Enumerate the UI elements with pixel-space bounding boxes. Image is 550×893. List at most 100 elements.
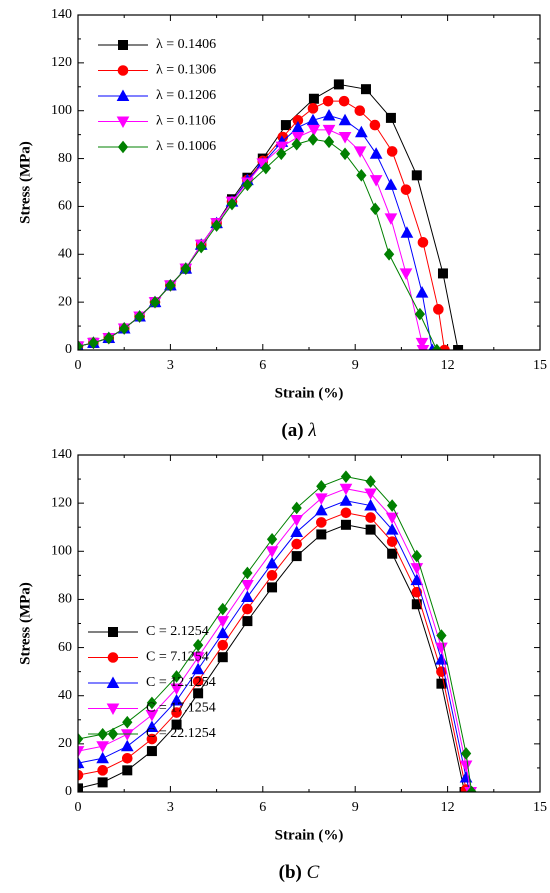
legend-marker (118, 40, 128, 50)
marker (192, 638, 204, 652)
marker (280, 120, 291, 131)
marker (355, 125, 368, 138)
marker (415, 337, 429, 350)
y-tick-label: 20 (58, 736, 72, 751)
marker (97, 765, 108, 776)
marker (385, 523, 399, 535)
x-tick-label: 0 (75, 800, 82, 815)
x-tick-label: 9 (352, 800, 359, 815)
chart: 0 3 6 9 12 15 0 20 40 60 80 100 120 140 Strain (%) Stre… (17, 7, 547, 441)
marker (171, 707, 182, 718)
marker (338, 113, 352, 126)
marker (291, 551, 302, 562)
marker (78, 732, 84, 746)
x-tick-label: 9 (352, 358, 359, 373)
marker (170, 683, 183, 696)
marker (436, 678, 447, 689)
x-tick-label: 12 (441, 800, 455, 815)
legend-marker (106, 703, 120, 716)
legend-marker (107, 727, 119, 741)
line (78, 476, 473, 792)
line (78, 138, 438, 350)
marker (171, 670, 182, 683)
x-tick-label: 3 (167, 800, 174, 815)
marker (411, 586, 423, 598)
marker (78, 340, 84, 350)
marker (460, 747, 472, 760)
x-tick-label: 3 (167, 358, 174, 373)
marker (241, 590, 254, 603)
marker (149, 295, 161, 309)
plot (78, 79, 464, 350)
marker (78, 769, 84, 781)
marker (217, 639, 229, 651)
marker (122, 765, 133, 776)
y-tick-label: 100 (51, 103, 72, 118)
marker (146, 733, 158, 745)
marker (386, 146, 398, 157)
marker (436, 629, 447, 642)
marker (265, 546, 279, 558)
legend-label: C = 7.1254 (146, 650, 209, 665)
marker (265, 556, 279, 569)
y-tick-label: 140 (51, 7, 72, 22)
marker (365, 512, 376, 523)
marker (266, 532, 278, 546)
marker (291, 137, 302, 151)
marker (340, 507, 352, 519)
marker (291, 538, 302, 550)
marker (216, 626, 230, 639)
marker (96, 751, 109, 764)
marker (364, 488, 377, 501)
marker (96, 741, 109, 753)
marker (433, 304, 444, 315)
marker (316, 517, 327, 528)
marker (386, 536, 398, 547)
legend-marker (116, 89, 130, 101)
marker (78, 783, 83, 792)
x-tick-label: 15 (533, 800, 547, 815)
line (78, 129, 424, 350)
marker (226, 197, 238, 211)
x-tick-label: 12 (441, 358, 455, 373)
y-tick-label: 60 (58, 199, 72, 214)
marker (385, 112, 396, 123)
legend-label: λ = 0.1306 (156, 63, 216, 78)
marker (307, 103, 319, 114)
marker (165, 279, 176, 292)
legend-marker (117, 65, 129, 76)
marker (306, 113, 320, 126)
marker (88, 336, 99, 350)
marker (260, 161, 272, 175)
marker (145, 709, 159, 722)
y-tick-label: 120 (51, 495, 72, 510)
legend-label: C = 22.1254 (146, 726, 216, 741)
marker (417, 237, 429, 248)
marker (339, 147, 351, 161)
caption-label: (a) (281, 420, 303, 441)
marker (314, 503, 328, 516)
marker (414, 307, 426, 321)
x-tick-label: 6 (259, 358, 266, 373)
marker (369, 147, 383, 159)
y-tick-label: 140 (51, 447, 72, 462)
marker (364, 499, 377, 511)
marker (340, 470, 352, 483)
marker (196, 240, 207, 254)
marker (193, 688, 204, 699)
caption-label: (b) (279, 862, 302, 883)
marker (410, 573, 424, 586)
marker (216, 616, 230, 628)
legend-label: λ = 0.1106 (156, 114, 216, 129)
marker (217, 602, 228, 616)
legend-label: C = 17.1254 (146, 701, 216, 716)
marker (241, 579, 254, 592)
marker (387, 548, 398, 559)
marker (323, 135, 335, 149)
plot-frame (77, 14, 541, 351)
legend-label: λ = 0.1006 (156, 139, 216, 154)
marker (103, 331, 114, 345)
marker (291, 120, 305, 133)
marker (400, 226, 414, 238)
marker (97, 777, 108, 788)
